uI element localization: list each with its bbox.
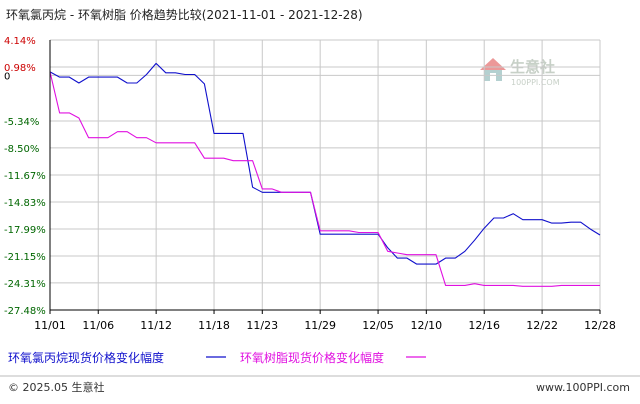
y-tick-label: 0.98% (4, 63, 36, 74)
x-tick-label: 11/23 (246, 319, 278, 332)
x-tick-label: 11/18 (198, 319, 230, 332)
y-tick-label: -17.99% (4, 225, 46, 236)
footer-copyright: © 2025.05 生意社 (8, 380, 104, 394)
y-tick-label: -27.48% (4, 306, 46, 317)
watermark-logo: 生意社 100PPI.COM (480, 58, 560, 87)
x-tick-label: 11/12 (140, 319, 172, 332)
legend-label-series-1: 环氧氯丙烷现货价格变化幅度 (8, 350, 164, 365)
series-line-2 (49, 71, 600, 287)
x-tick-label: 12/05 (362, 319, 394, 332)
y-tick-label: -5.34% (4, 117, 39, 128)
y-tick-label: -14.83% (4, 198, 46, 209)
x-tick-label: 12/16 (468, 319, 500, 332)
chart-title: 环氧氯丙烷 - 环氧树脂 价格趋势比较(2021-11-01 - 2021-12… (6, 7, 363, 22)
y-axis-ticks: 4.14% 0.98%0 -5.34% -8.50% -11.67% -14.83% -17… (4, 36, 46, 317)
x-tick-label: 11/29 (304, 319, 336, 332)
x-tick-label: 11/01 (34, 319, 66, 332)
series-line-1 (49, 62, 601, 265)
x-axis-ticks: 11/01 11/06 11/12 11/18 11/23 11/29 12/05 12/10… (34, 310, 616, 332)
watermark-url: 100PPI.COM (511, 78, 560, 87)
y-tick-label: 0 (4, 71, 10, 82)
series-lines (49, 62, 601, 287)
x-tick-label: 12/28 (584, 319, 616, 332)
x-tick-label: 12/22 (526, 319, 558, 332)
y-tick-label: -24.31% (4, 279, 46, 290)
x-tick-label: 11/06 (82, 319, 114, 332)
legend-label-series-2: 环氧树脂现货价格变化幅度 (240, 350, 384, 365)
legend: 环氧氯丙烷现货价格变化幅度 环氧树脂现货价格变化幅度 (8, 350, 426, 365)
x-tick-label: 12/10 (410, 319, 442, 332)
footer-site: www.100PPI.com (536, 381, 630, 394)
y-tick-label: -8.50% (4, 144, 39, 155)
y-tick-label: -21.15% (4, 252, 46, 263)
y-tick-label: -11.67% (4, 171, 46, 182)
y-tick-label: 4.14% (4, 36, 36, 47)
